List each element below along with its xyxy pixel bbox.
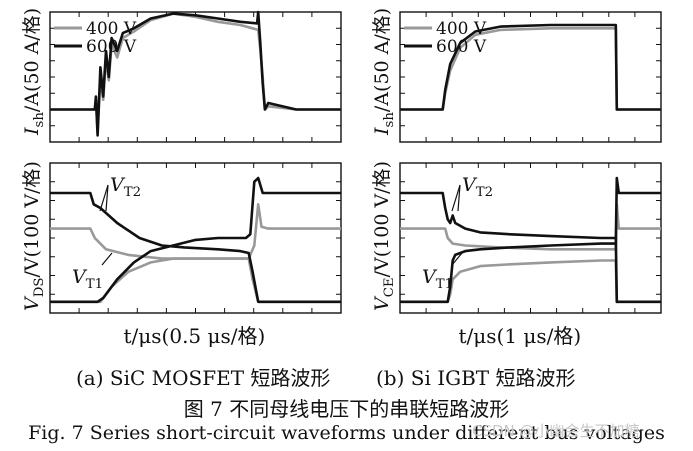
series-line xyxy=(400,191,661,304)
annotation-label: VT1 xyxy=(72,266,103,292)
series-line xyxy=(50,203,341,260)
legend-label: 400 V xyxy=(436,19,487,39)
watermark: CSDN @小幽会生不加糖 xyxy=(472,422,640,440)
series-line xyxy=(50,191,341,304)
legend-label: 600 V xyxy=(436,37,487,57)
annotation-label: VT2 xyxy=(462,174,493,200)
caption-english: Fig. 7 Series short-circuit waveforms un… xyxy=(28,422,665,444)
panel-b: Ish/A(50 A/格) VCE/V(100 V/格) t/μs(1 μs/格) 4… xyxy=(371,8,662,348)
panel-a: Ish/A(50 A/格) VDS/V(100 V/格) t/μs(0.5 μs/格… xyxy=(21,8,342,348)
annotation-leader xyxy=(451,252,463,266)
series-line xyxy=(400,23,661,111)
annotation-label: VT2 xyxy=(110,174,141,200)
x-axis-label: t/μs(0.5 μs/格) xyxy=(124,324,266,348)
annotation-label: VT1 xyxy=(422,266,453,292)
annotation-leader xyxy=(457,184,461,212)
series-line xyxy=(400,176,661,304)
caption-panel-a: (a) SiC MOSFET 短路波形 xyxy=(76,366,331,390)
y-axis-label: VCE/V(100 V/格) xyxy=(371,161,397,311)
series-line xyxy=(50,257,341,304)
y-axis-label: VDS/V(100 V/格) xyxy=(21,161,47,311)
caption-chinese: 图 7 不同母线电压下的串联短路波形 xyxy=(183,397,510,421)
legend-label: 400 V xyxy=(86,19,137,39)
annotation-leader xyxy=(99,184,109,212)
series-line xyxy=(50,176,341,304)
y-axis-label: Ish/A(50 A/格) xyxy=(21,8,47,136)
y-axis-label: Ish/A(50 A/格) xyxy=(371,8,397,136)
caption-panel-b: (b) Si IGBT 短路波形 xyxy=(376,366,576,390)
subplot-top-b: Ish/A(50 A/格) xyxy=(371,8,662,143)
series-line xyxy=(400,203,661,251)
subplot-top-a: Ish/A(50 A/格) xyxy=(21,8,342,143)
subplot-bottom-a: VDS/V(100 V/格) xyxy=(21,161,342,314)
annotation-leader xyxy=(101,252,113,266)
series-line xyxy=(50,10,341,137)
annotation-leader xyxy=(105,184,109,212)
x-axis-label: t/μs(1 μs/格) xyxy=(459,324,582,348)
legend-label: 600 V xyxy=(86,37,137,57)
subplot-bottom-b: VCE/V(100 V/格) xyxy=(371,161,662,314)
annotation-leader xyxy=(451,184,461,212)
